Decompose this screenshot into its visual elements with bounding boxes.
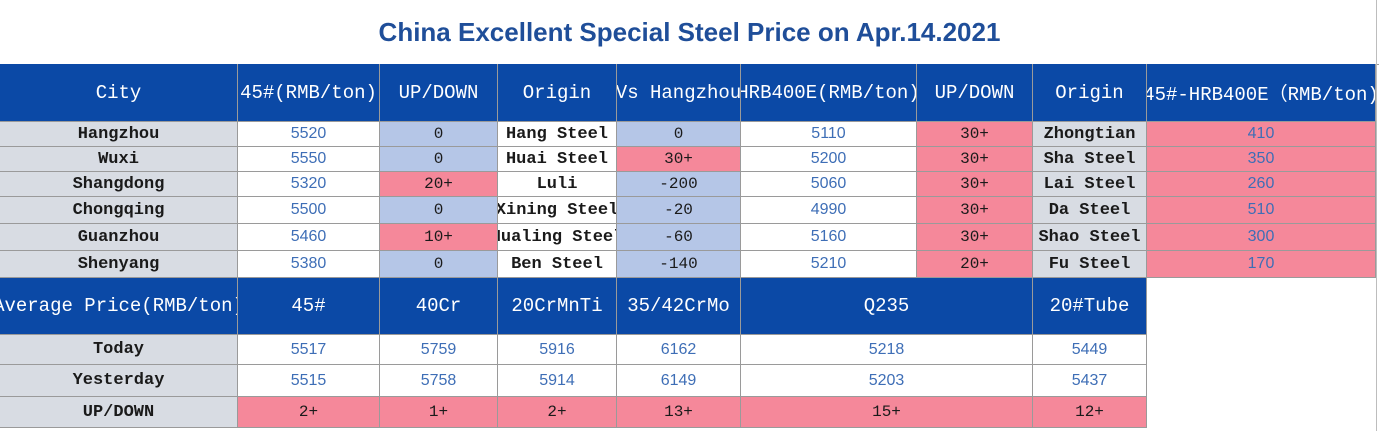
- updown-45-cell: 0: [380, 122, 498, 147]
- header-avg-45: 45#: [238, 278, 380, 335]
- spread-cell: 300: [1147, 224, 1376, 251]
- average-value-cell: 5914: [498, 365, 617, 397]
- average-value-cell: 5449: [1033, 335, 1147, 365]
- price-45-cell: 5520: [238, 122, 380, 147]
- hrb400e-cell: 5060: [741, 172, 917, 197]
- average-updown-cell: 2+: [238, 397, 380, 428]
- sheet-right-border: [1376, 0, 1377, 431]
- spread-cell: 170: [1147, 251, 1376, 278]
- price-45-cell: 5320: [238, 172, 380, 197]
- price-45-cell: 5460: [238, 224, 380, 251]
- updown-hrb-cell: 30+: [917, 147, 1033, 172]
- header-vs-hangzhou: Vs Hangzhou: [617, 64, 741, 122]
- header-avg-q235: Q235: [741, 278, 1033, 335]
- city-cell: Shenyang: [0, 251, 238, 278]
- header-hrb400e: HRB400E(RMB/ton): [741, 64, 917, 122]
- header-updown-hrb: UP/DOWN: [917, 64, 1033, 122]
- average-value-cell: 5437: [1033, 365, 1147, 397]
- origin-45-cell: Hang Steel: [498, 122, 617, 147]
- average-row-label: Today: [0, 335, 238, 365]
- origin-hrb-cell: Lai Steel: [1033, 172, 1147, 197]
- city-cell: Wuxi: [0, 147, 238, 172]
- origin-45-cell: Hualing Steel: [498, 224, 617, 251]
- vs-hangzhou-cell: -60: [617, 224, 741, 251]
- header-average-price: Average Price(RMB/ton): [0, 278, 238, 335]
- updown-hrb-cell: 30+: [917, 172, 1033, 197]
- header-avg-35-42crmo: 35/42CrMo: [617, 278, 741, 335]
- spread-cell: 260: [1147, 172, 1376, 197]
- origin-45-cell: Ben Steel: [498, 251, 617, 278]
- city-cell: Shangdong: [0, 172, 238, 197]
- updown-45-cell: 0: [380, 147, 498, 172]
- header-price-45: 45#(RMB/ton): [238, 64, 380, 122]
- average-value-cell: 5758: [380, 365, 498, 397]
- updown-45-cell: 0: [380, 197, 498, 224]
- hrb400e-cell: 5210: [741, 251, 917, 278]
- header-avg-20crmnti: 20CrMnTi: [498, 278, 617, 335]
- price-45-cell: 5500: [238, 197, 380, 224]
- average-value-cell: 5517: [238, 335, 380, 365]
- origin-hrb-cell: Sha Steel: [1033, 147, 1147, 172]
- header-spread: 45#-HRB400E（RMB/ton): [1147, 64, 1376, 122]
- average-updown-cell: 12+: [1033, 397, 1147, 428]
- header-avg-40cr: 40Cr: [380, 278, 498, 335]
- vs-hangzhou-cell: 0: [617, 122, 741, 147]
- vs-hangzhou-cell: -200: [617, 172, 741, 197]
- origin-hrb-cell: Zhongtian: [1033, 122, 1147, 147]
- origin-45-cell: Xining Steel: [498, 197, 617, 224]
- price-45-cell: 5550: [238, 147, 380, 172]
- vs-hangzhou-cell: -20: [617, 197, 741, 224]
- spread-cell: 410: [1147, 122, 1376, 147]
- price-45-cell: 5380: [238, 251, 380, 278]
- updown-45-cell: 10+: [380, 224, 498, 251]
- origin-hrb-cell: Fu Steel: [1033, 251, 1147, 278]
- header-city: City: [0, 64, 238, 122]
- hrb400e-cell: 4990: [741, 197, 917, 224]
- average-row-label: Yesterday: [0, 365, 238, 397]
- hrb400e-cell: 5160: [741, 224, 917, 251]
- header-origin-45: Origin: [498, 64, 617, 122]
- city-cell: Guanzhou: [0, 224, 238, 251]
- average-updown-cell: 13+: [617, 397, 741, 428]
- updown-hrb-cell: 20+: [917, 251, 1033, 278]
- city-cell: Chongqing: [0, 197, 238, 224]
- header-avg-20-tube: 20#Tube: [1033, 278, 1147, 335]
- average-updown-cell: 2+: [498, 397, 617, 428]
- average-value-cell: 5515: [238, 365, 380, 397]
- average-value-cell: 5203: [741, 365, 1033, 397]
- updown-hrb-cell: 30+: [917, 122, 1033, 147]
- updown-45-cell: 20+: [380, 172, 498, 197]
- vs-hangzhou-cell: 30+: [617, 147, 741, 172]
- average-updown-cell: 1+: [380, 397, 498, 428]
- origin-45-cell: Luli: [498, 172, 617, 197]
- origin-hrb-cell: Da Steel: [1033, 197, 1147, 224]
- updown-hrb-cell: 30+: [917, 197, 1033, 224]
- city-cell: Hangzhou: [0, 122, 238, 147]
- average-value-cell: 5916: [498, 335, 617, 365]
- updown-45-cell: 0: [380, 251, 498, 278]
- average-updown-cell: 15+: [741, 397, 1033, 428]
- average-row-label: UP/DOWN: [0, 397, 238, 428]
- header-origin-hrb: Origin: [1033, 64, 1147, 122]
- origin-45-cell: Huai Steel: [498, 147, 617, 172]
- average-value-cell: 6149: [617, 365, 741, 397]
- hrb400e-cell: 5110: [741, 122, 917, 147]
- hrb400e-cell: 5200: [741, 147, 917, 172]
- updown-hrb-cell: 30+: [917, 224, 1033, 251]
- header-updown-45: UP/DOWN: [380, 64, 498, 122]
- vs-hangzhou-cell: -140: [617, 251, 741, 278]
- average-value-cell: 6162: [617, 335, 741, 365]
- origin-hrb-cell: Shao Steel: [1033, 224, 1147, 251]
- average-value-cell: 5759: [380, 335, 498, 365]
- spread-cell: 350: [1147, 147, 1376, 172]
- sheet-title: China Excellent Special Steel Price on A…: [0, 0, 1379, 65]
- spread-cell: 510: [1147, 197, 1376, 224]
- average-value-cell: 5218: [741, 335, 1033, 365]
